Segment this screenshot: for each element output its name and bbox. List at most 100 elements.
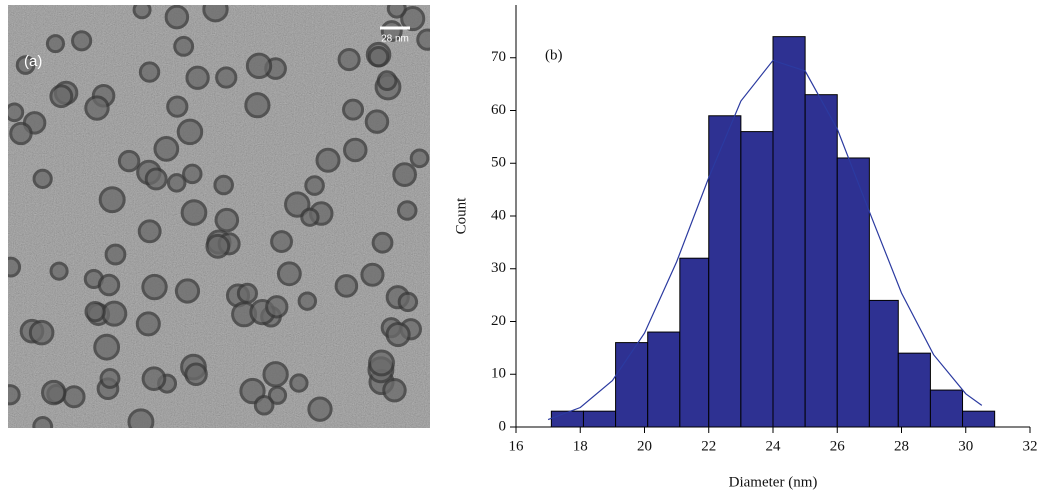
- particle: [334, 274, 359, 298]
- bar: [740, 131, 774, 428]
- y-axis-label: Count: [453, 197, 469, 235]
- particle: [276, 261, 302, 287]
- particle: [84, 95, 110, 121]
- particle: [8, 384, 21, 406]
- particle: [297, 291, 318, 311]
- particle: [101, 300, 128, 327]
- particle: [93, 333, 121, 361]
- particle: [182, 163, 203, 185]
- particle: [185, 65, 210, 90]
- x-tick-label: 18: [573, 438, 588, 454]
- particle: [137, 219, 162, 244]
- x-tick-label: 24: [766, 438, 782, 454]
- particle: [364, 109, 390, 134]
- particle: [135, 311, 161, 337]
- particle: [392, 162, 417, 187]
- bar: [868, 299, 899, 428]
- micrograph: [8, 5, 430, 428]
- particle: [166, 173, 187, 193]
- particle: [342, 98, 365, 121]
- particle: [174, 278, 201, 304]
- particle: [8, 102, 25, 123]
- particle: [360, 262, 385, 287]
- particle: [166, 95, 189, 118]
- particle: [214, 207, 240, 233]
- particle: [307, 396, 333, 422]
- y-tick-label: 0: [499, 418, 507, 434]
- y-tick-label: 60: [491, 102, 506, 118]
- bar: [679, 257, 710, 428]
- particle: [49, 84, 74, 109]
- bar: [897, 352, 931, 428]
- particle: [8, 256, 22, 278]
- particle: [180, 199, 208, 226]
- particle: [41, 379, 67, 406]
- particle: [176, 118, 204, 146]
- fit-curve: [547, 59, 983, 421]
- bar: [615, 342, 649, 428]
- particle: [262, 361, 289, 388]
- particle: [371, 231, 394, 254]
- y-tick-label: 10: [491, 366, 506, 382]
- particle: [304, 175, 325, 196]
- particle: [213, 174, 234, 196]
- particle: [284, 191, 311, 218]
- particle: [386, 5, 407, 19]
- bar: [772, 36, 806, 428]
- particle: [49, 261, 69, 281]
- particle: [184, 362, 208, 387]
- bar: [929, 389, 964, 428]
- x-tick-label: 28: [894, 438, 909, 454]
- particle: [376, 70, 398, 91]
- y-tick-label: 30: [491, 260, 506, 276]
- particle: [84, 300, 106, 323]
- y-tick-label: 70: [491, 49, 506, 65]
- bar: [582, 410, 617, 428]
- particle: [416, 28, 430, 51]
- y-tick-label: 50: [491, 155, 506, 171]
- particle: [265, 295, 289, 319]
- x-tick-label: 26: [830, 438, 846, 454]
- particle: [202, 5, 229, 23]
- particle: [215, 66, 238, 89]
- panel-label: (b): [545, 47, 563, 63]
- particle: [343, 137, 368, 163]
- bar: [836, 157, 870, 428]
- particle: [98, 186, 126, 214]
- particle: [385, 321, 411, 348]
- x-tick-label: 30: [958, 438, 973, 454]
- bar: [804, 94, 838, 428]
- particle: [9, 121, 33, 146]
- particle: [337, 48, 361, 72]
- bar: [962, 410, 996, 428]
- particle: [300, 207, 320, 227]
- particle: [382, 377, 407, 403]
- particle: [32, 168, 53, 189]
- x-tick-label: 20: [637, 438, 652, 454]
- particle: [15, 55, 36, 75]
- particle: [117, 149, 141, 173]
- y-tick-label: 20: [491, 313, 506, 329]
- x-axis-label: Diameter (nm): [729, 474, 818, 490]
- particle: [141, 273, 168, 301]
- particle: [245, 52, 273, 80]
- particle: [28, 319, 55, 346]
- scale-bar-label: 28 nm: [381, 34, 409, 45]
- particle: [132, 5, 152, 20]
- particle: [153, 136, 180, 162]
- particle: [289, 373, 309, 393]
- particle: [367, 45, 390, 68]
- bar: [708, 115, 742, 428]
- particle: [138, 61, 161, 83]
- bar: [647, 331, 681, 428]
- bar: [550, 410, 584, 428]
- particle: [45, 34, 65, 54]
- particle: [32, 416, 54, 428]
- particle: [380, 20, 403, 43]
- particle: [244, 92, 271, 119]
- particle: [236, 282, 258, 304]
- particle: [205, 233, 231, 259]
- particle: [173, 35, 195, 57]
- particle: [141, 366, 167, 392]
